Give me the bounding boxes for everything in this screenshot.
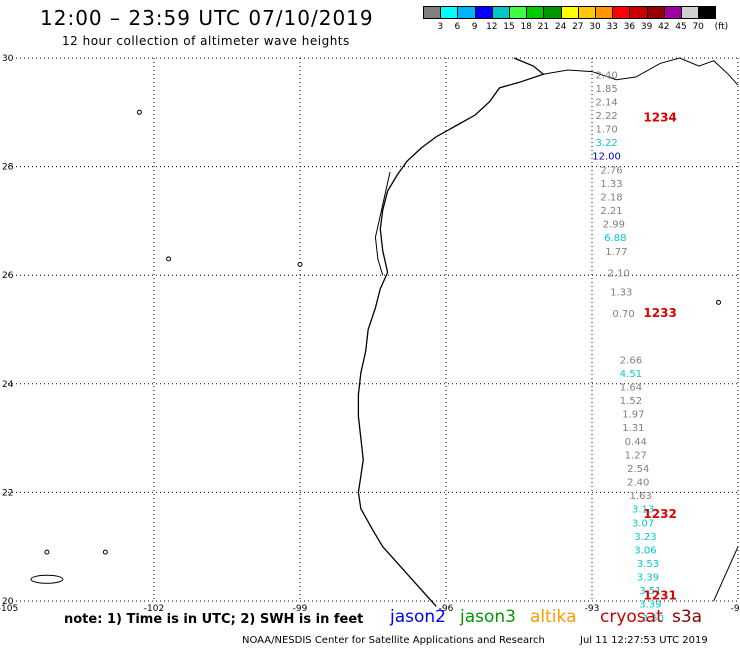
x-tick-label: -93 [585, 604, 600, 614]
lake-chapala-outline [30, 574, 64, 584]
legend-label: 18 [520, 22, 532, 32]
legend-label: 21 [537, 22, 550, 32]
legend-label: 33 [606, 22, 618, 32]
wave-height-value: 3.07 [632, 518, 654, 529]
wave-height-value: 2.76 [600, 165, 622, 176]
wave-height-value: 1.31 [622, 423, 644, 434]
wave-height-value: 1.33 [600, 179, 622, 190]
pass-id-label: 1233 [643, 306, 676, 320]
legend-label: 3 [437, 22, 444, 32]
wave-height-value: 6.88 [604, 233, 626, 244]
x-tick-label: -99 [293, 604, 308, 614]
chart-title: 12:00 – 23:59 UTC 07/10/2019 [40, 6, 374, 30]
pass-id-label: 1232 [643, 507, 676, 521]
y-tick-label: 30 [2, 54, 14, 64]
legend-label: 70 [692, 22, 704, 32]
satellite-label-altika: altika [530, 607, 577, 627]
legend-label: 39 [640, 22, 653, 32]
x-tick-label: -96 [439, 604, 454, 614]
legend-label: 45 [675, 22, 687, 32]
wave-height-value: 2.40 [595, 70, 617, 81]
wave-height-value: 1.52 [620, 396, 642, 407]
chart-subtitle: 12 hour collection of altimeter wave hei… [62, 34, 350, 48]
wave-height-value: 2.21 [600, 206, 622, 217]
credit-line: NOAA/NESDIS Center for Satellite Applica… [242, 635, 545, 646]
legend-label: 42 [658, 22, 670, 32]
satellite-label-cryosat: cryosat [600, 607, 663, 627]
wave-height-value: 2.40 [627, 478, 649, 489]
wave-height-value: 4.51 [620, 369, 642, 380]
satellite-label-jason2: jason2 [390, 607, 446, 627]
wave-height-value: 1.70 [595, 125, 617, 136]
wave-height-value: 1.33 [610, 287, 632, 298]
island-outline [716, 299, 722, 305]
wave-height-value: 1.77 [605, 247, 627, 258]
legend-label: 30 [589, 22, 601, 32]
coastline [357, 57, 545, 607]
wave-height-value: 3.51 [639, 586, 661, 597]
island-outline [44, 549, 50, 555]
satellite-label-jason3: jason3 [460, 607, 516, 627]
wave-height-value: 3.53 [637, 559, 659, 570]
coastline-yucatan [713, 546, 739, 602]
pass-id-label: 1231 [643, 589, 676, 603]
wave-height-value: 2.66 [620, 355, 642, 366]
wave-height-value: 2.99 [603, 220, 625, 231]
legend-unit: (ft) [714, 22, 729, 32]
wave-height-value: 3.22 [595, 138, 617, 149]
wave-height-value: 1.85 [595, 84, 617, 95]
island-outline [297, 261, 303, 267]
wave-height-value: 2.14 [595, 97, 617, 108]
satellite-label-s3a: s3a [672, 607, 703, 627]
legend-swatch [698, 6, 717, 19]
legend-label: 24 [554, 22, 567, 32]
wave-height-value: 2.54 [627, 464, 649, 475]
x-tick-label: -105 [0, 604, 18, 614]
pass-id-label: 1234 [643, 111, 676, 125]
wave-height-value: 2.18 [600, 192, 622, 203]
wave-height-value: 0.44 [625, 437, 647, 448]
legend-label: 6 [454, 22, 461, 32]
wave-height-value: 12.00 [592, 152, 621, 163]
wave-height-value: 3.39 [637, 573, 659, 584]
x-tick-label: -102 [144, 604, 164, 614]
wave-height-value: 3.13 [632, 505, 654, 516]
wave-height-value: 3.50 [642, 613, 664, 624]
wave-height-value: 1.27 [625, 450, 647, 461]
y-tick-label: 28 [2, 163, 14, 173]
wave-height-value: 1.64 [620, 383, 642, 394]
wave-height-value: 0.70 [613, 309, 635, 320]
wave-height-value: 3.06 [634, 545, 656, 556]
wave-height-value: 3.39 [639, 600, 661, 611]
y-tick-label: 20 [2, 597, 14, 607]
island-outline [166, 256, 172, 262]
y-tick-label: 24 [2, 380, 14, 390]
legend-label: 36 [623, 22, 636, 32]
lagoon-outline [374, 171, 391, 276]
x-tick-label: -90 [731, 604, 740, 614]
wave-height-value: 2.10 [608, 268, 630, 279]
y-tick-label: 26 [2, 271, 14, 281]
wave-height-value: 1.97 [622, 410, 644, 421]
legend-label: 15 [503, 22, 515, 32]
wave-height-value: 3.23 [634, 532, 656, 543]
legend-label: 27 [572, 22, 584, 32]
island-outline [102, 549, 108, 555]
color-legend: 3 6 9 12 15 18 21 24 27 30 33 36 39 42 45 70 (ft) [0, 0, 740, 40]
legend-label: 9 [471, 22, 478, 32]
wave-height-value: 1.63 [630, 491, 652, 502]
generation-timestamp: Jul 11 12:27:53 UTC 2019 [580, 635, 708, 646]
coastline-louisiana [543, 57, 739, 86]
island-outline [136, 109, 142, 115]
legend-label: 12 [486, 22, 498, 32]
units-note: note: 1) Time is in UTC; 2) SWH is in fe… [64, 612, 364, 627]
wave-height-value: 2.22 [595, 111, 617, 122]
y-tick-label: 22 [2, 488, 13, 498]
